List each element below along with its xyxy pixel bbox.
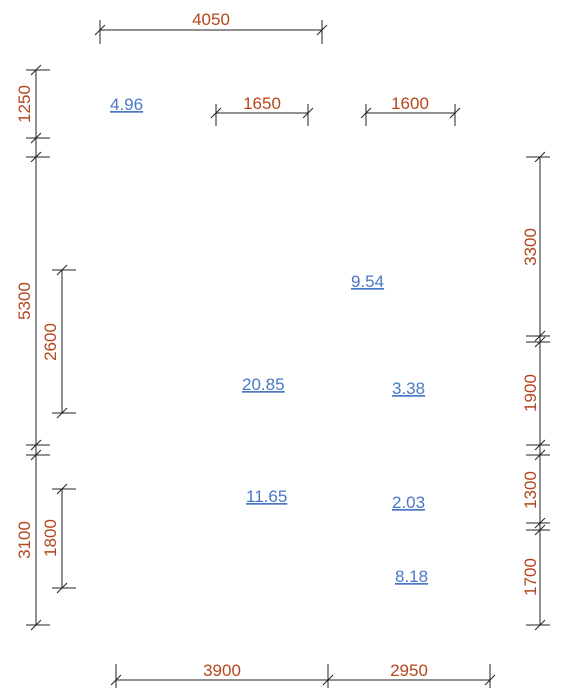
- dimension-left-outer-chain: 1250 5300 3100: [15, 64, 50, 631]
- dimension-label: 1700: [521, 558, 540, 596]
- dimension-label: 4050: [192, 10, 230, 29]
- room-area-label[interactable]: 11.65: [246, 487, 287, 506]
- dimension-label: 1800: [41, 519, 60, 557]
- dimension-label: 2600: [41, 323, 60, 361]
- dimension-label: 1900: [521, 374, 540, 412]
- room-area-label[interactable]: 2.03: [392, 493, 425, 512]
- room-area-labels: 4.96 9.54 20.85 3.38 11.65 2.03 8.18: [110, 95, 428, 586]
- dimension-top-overall: 4050: [94, 10, 328, 44]
- dimension-left-inner-lower: 1800: [41, 483, 76, 594]
- dimension-label: 1300: [521, 471, 540, 509]
- dimension-bottom-chain: 3900 2950: [110, 661, 496, 688]
- dimension-label: 3900: [203, 661, 241, 680]
- room-area-label[interactable]: 8.18: [395, 567, 428, 586]
- dimension-top-segment-a: 1650: [210, 94, 314, 126]
- room-area-label[interactable]: 3.38: [392, 379, 425, 398]
- room-area-label[interactable]: 9.54: [351, 272, 384, 291]
- dimension-right-chain: 3300 1900 1300 1700: [521, 151, 550, 631]
- room-area-label[interactable]: 20.85: [242, 375, 285, 394]
- dimension-label: 1250: [15, 85, 34, 123]
- dimension-label: 3300: [521, 228, 540, 266]
- dimension-label: 1600: [391, 94, 429, 113]
- dimension-label: 5300: [15, 282, 34, 320]
- dimension-top-segment-b: 1600: [360, 94, 461, 126]
- dimension-label: 1650: [243, 94, 281, 113]
- dimension-label: 3100: [15, 521, 34, 559]
- dimension-left-inner-upper: 2600: [41, 264, 76, 419]
- dimension-label: 2950: [390, 661, 428, 680]
- room-area-label[interactable]: 4.96: [110, 95, 143, 114]
